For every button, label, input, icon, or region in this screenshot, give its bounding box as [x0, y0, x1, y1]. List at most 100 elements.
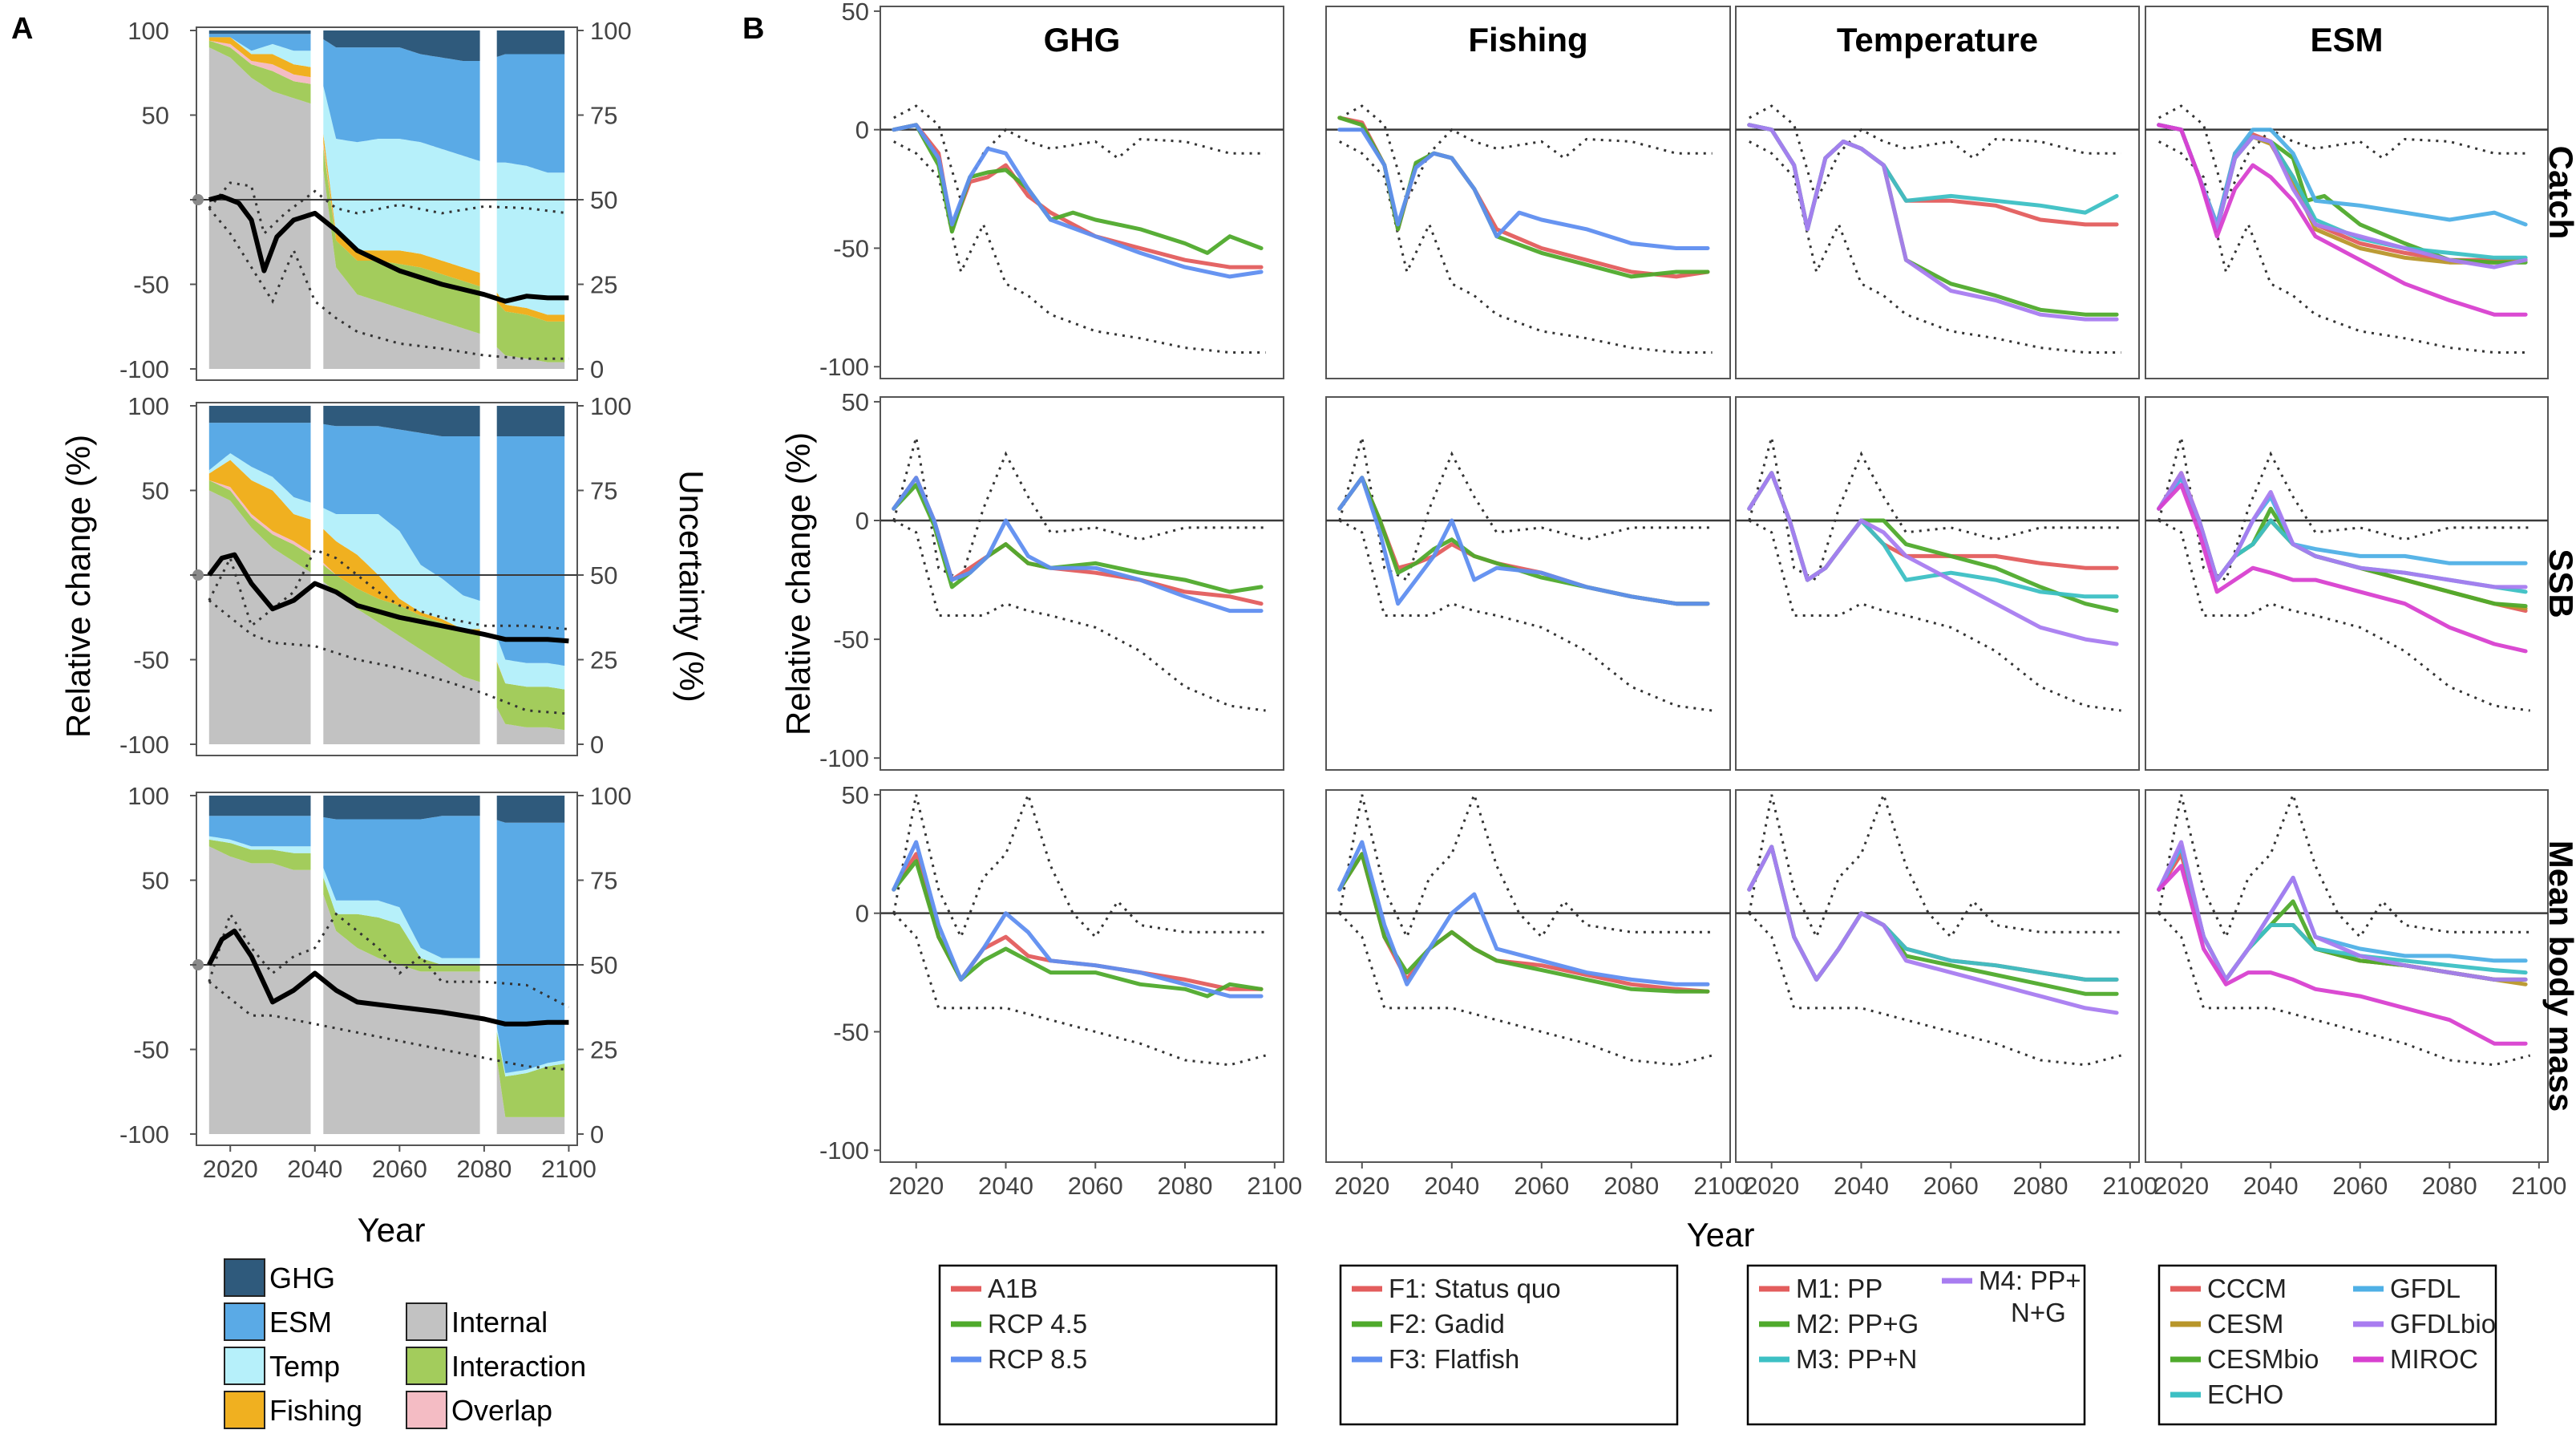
area-interaction-seg2: [323, 565, 480, 683]
series-line-f3-flatfish: [1337, 128, 1710, 250]
y-tick-label: 0: [855, 507, 869, 535]
y-right-tick-label: 100: [590, 782, 632, 810]
x-tick-label: 2040: [1424, 1172, 1479, 1200]
x-axis-label: Year: [1687, 1216, 1755, 1254]
series-line-miroc: [2157, 864, 2528, 1046]
plot-frame: [2145, 789, 2549, 1163]
legend-b-1: A1B RCP 4.5 RCP 8.5: [938, 1264, 1278, 1426]
y-tick-label: -50: [833, 626, 869, 654]
plot-frame: [1325, 6, 1731, 379]
lower-bound-line: [1338, 912, 1713, 1067]
legend-label-fishing: Fishing: [269, 1394, 362, 1427]
facet-r3-c4: 2020 2040 2060 2080 2100: [2145, 789, 2566, 1200]
legend-box: [938, 1264, 1278, 1426]
upper-bound-line: [892, 437, 1266, 582]
x-tick-label: 2100: [1247, 1172, 1302, 1200]
y-axis-label-left: Relative change (%): [59, 435, 97, 738]
y-tick-label: 0: [855, 900, 869, 928]
y-right-tick-label: 25: [590, 271, 617, 299]
series-line-miroc: [2157, 123, 2528, 317]
row-title: SSB: [2542, 549, 2576, 618]
legend-label-line2: N+G: [2011, 1298, 2066, 1327]
area-interaction-seg1: [208, 480, 311, 573]
area-internal-seg3: [496, 1059, 565, 1134]
y-right-tick-label: 50: [590, 561, 617, 589]
area-temp-seg1: [208, 836, 311, 853]
legend-swatch-fishing: [224, 1391, 265, 1429]
x-tick-label: 2020: [203, 1155, 258, 1183]
upper-bound-line: [1338, 437, 1713, 582]
legend-label: F2: Gadid: [1389, 1309, 1505, 1339]
y-tick-label: -100: [819, 744, 869, 772]
legend-b-2: F1: Status quo F2: Gadid F3: Flatfish: [1339, 1264, 1679, 1426]
panel-label-b: B: [742, 12, 764, 46]
legend-label: GFDLbio: [2390, 1309, 2496, 1339]
legend-label: A1B: [988, 1274, 1037, 1303]
y-tick-label: -100: [119, 355, 169, 383]
area-ghg-seg3: [496, 30, 565, 57]
legend-swatch-interaction: [406, 1347, 447, 1385]
lower-bound-line: [1339, 140, 1713, 354]
x-tick-label: 2100: [541, 1155, 596, 1183]
area-temp-seg3: [496, 162, 565, 315]
legend-label-interaction: Interaction: [451, 1350, 586, 1383]
mean-line: [207, 928, 569, 1027]
area-temp-seg2: [323, 508, 480, 630]
lower-bound-line: [2157, 912, 2531, 1067]
x-tick-label: 2060: [2332, 1172, 2388, 1200]
area-esm-seg2: [323, 423, 480, 602]
plot-frame: [2145, 396, 2549, 771]
panel-label-a: A: [11, 12, 33, 46]
y-right-tick-label: 25: [590, 1036, 617, 1064]
zero-marker: [192, 569, 204, 581]
area-internal-seg1: [208, 846, 311, 1134]
lower-bound-line: [1748, 912, 2121, 1067]
y-right-tick-label: 50: [590, 186, 617, 214]
series-line-gfdlbio: [2157, 471, 2528, 589]
series-line-rcp-8-5: [892, 840, 1264, 999]
y-tick-label: 50: [842, 781, 869, 809]
x-tick-label: 2020: [888, 1172, 944, 1200]
legend-b-3: M1: PP M2: PP+G M3: PP+N M4: PP+ N+G: [1746, 1264, 2086, 1426]
legend-label: CESM: [2207, 1309, 2283, 1339]
area-esm-seg1: [208, 423, 311, 503]
area-overlap-seg1: [208, 40, 311, 84]
x-axis-label: Year: [358, 1211, 426, 1249]
series-line-f3-flatfish: [1337, 840, 1710, 986]
y-tick-label: -100: [119, 1120, 169, 1148]
x-tick-label: 2080: [1603, 1172, 1659, 1200]
area-interaction-seg3: [496, 1031, 565, 1117]
facet-r2-c4: [2145, 396, 2549, 771]
y-tick-label: -50: [833, 234, 869, 262]
x-tick-label: 2060: [1514, 1172, 1569, 1200]
panel-a-row-3: -100 -50 50 100 0 25 50 75 100 2020 2040 2060 2080 21…: [119, 782, 632, 1183]
series-line-gfdlbio: [2157, 840, 2528, 982]
facet-r2-c1: -100 -50 0 50: [819, 388, 1284, 772]
area-temp-seg2: [323, 86, 480, 273]
x-tick-label: 2040: [2243, 1172, 2299, 1200]
legend-label: CCCM: [2207, 1274, 2287, 1303]
area-temp-seg1: [208, 453, 311, 520]
mean-line: [207, 552, 569, 644]
area-overlap-seg1: [208, 480, 311, 556]
y-tick-label: 100: [127, 392, 169, 420]
lower-bound-line: [893, 140, 1266, 354]
x-tick-label: 2040: [287, 1155, 342, 1183]
column-title: GHG: [1044, 21, 1121, 59]
plot-frame: [2145, 6, 2549, 379]
x-tick-label: 2020: [2153, 1172, 2209, 1200]
facet-r2-c3: [1735, 396, 2140, 771]
area-temp-seg2: [323, 868, 480, 965]
x-tick-label: 2020: [1334, 1172, 1389, 1200]
legend-swatch-temp: [224, 1347, 265, 1385]
legend-label-esm: ESM: [269, 1306, 332, 1339]
x-tick-label: 2100: [2511, 1172, 2566, 1200]
upper-bound-line: [1748, 437, 2121, 582]
lower-bound-line: [2158, 140, 2530, 354]
legend-swatch-internal: [406, 1302, 447, 1341]
y-right-tick-label: 50: [590, 951, 617, 979]
series-line-f3-flatfish: [1337, 476, 1710, 606]
y-tick-label: 50: [842, 388, 869, 416]
mean-line: [208, 193, 569, 304]
